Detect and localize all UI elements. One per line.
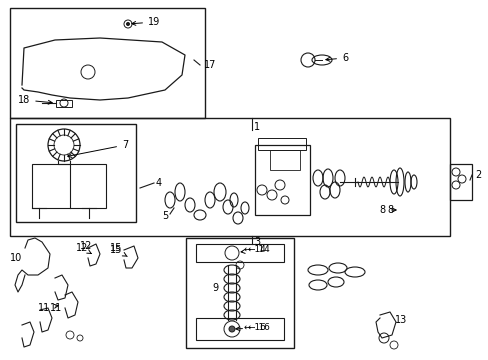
Bar (10, 118, 449, 236)
Bar (10, 8, 204, 118)
Bar (196, 318, 284, 340)
Text: 7: 7 (68, 140, 128, 157)
Text: 11: 11 (38, 303, 58, 313)
Text: 17: 17 (203, 60, 216, 70)
Text: 3: 3 (253, 237, 260, 247)
Text: ← 14: ← 14 (241, 246, 269, 255)
Circle shape (228, 326, 235, 332)
Text: 9: 9 (212, 283, 218, 293)
Text: 15: 15 (109, 245, 127, 256)
Text: 18: 18 (18, 95, 52, 105)
Text: 19: 19 (132, 17, 160, 27)
Text: ← 16: ← 16 (244, 324, 265, 333)
Text: 10: 10 (10, 253, 22, 263)
Bar (258, 138, 305, 150)
Text: 1: 1 (253, 122, 260, 132)
Text: 13: 13 (394, 315, 407, 325)
Text: 2: 2 (474, 170, 480, 180)
Text: 8: 8 (379, 205, 395, 215)
Bar (449, 164, 471, 200)
Text: 5: 5 (162, 211, 168, 221)
Bar (32, 164, 106, 208)
Bar (16, 124, 136, 222)
Text: 12: 12 (80, 241, 92, 251)
Text: 4: 4 (156, 178, 162, 188)
Text: 8: 8 (386, 205, 392, 215)
Text: 11: 11 (50, 303, 62, 313)
Text: ← 14: ← 14 (244, 246, 265, 255)
Text: ← 16: ← 16 (235, 324, 269, 333)
Circle shape (126, 22, 129, 26)
Bar (254, 145, 309, 215)
Bar (196, 244, 284, 262)
Text: 15: 15 (110, 243, 122, 253)
Text: 6: 6 (325, 53, 347, 63)
Bar (269, 150, 299, 170)
Bar (56, 100, 72, 107)
Bar (185, 238, 293, 348)
Text: 12: 12 (76, 243, 91, 253)
